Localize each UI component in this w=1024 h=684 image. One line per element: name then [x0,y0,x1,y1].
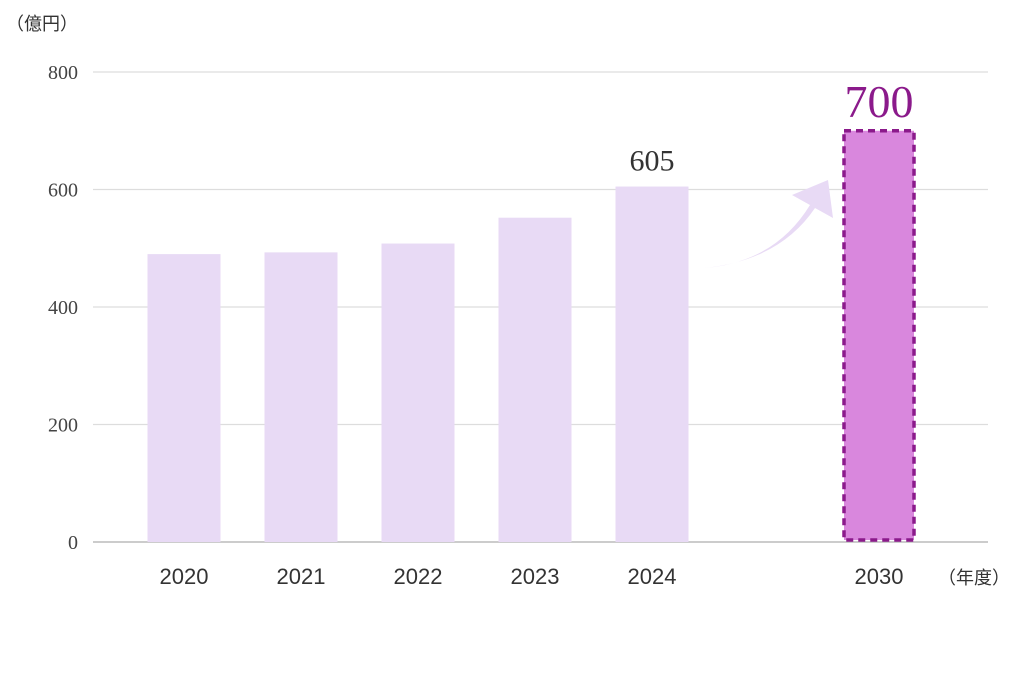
x-tick-label: 2020 [160,564,209,589]
bar [498,217,572,542]
bar [615,186,689,542]
x-axis-labels: 2020 2021 2022 2023 2024 2030 [160,564,904,589]
x-tick-label: 2021 [277,564,326,589]
y-axis-ticks: 0 200 400 600 800 [48,62,78,554]
x-axis-unit-label: （年度） [938,568,1010,589]
y-tick-label: 200 [48,415,78,437]
y-tick-label: 600 [48,180,78,202]
bars [147,129,916,543]
bar [264,252,338,543]
bar [381,243,455,543]
y-tick-label: 0 [68,532,78,554]
x-tick-label: 2023 [511,564,560,589]
growth-arrow-icon [705,180,833,268]
data-labels: 605 700 [630,76,914,178]
x-tick-label: 2022 [394,564,443,589]
data-label: 605 [630,145,675,178]
bar [147,254,221,542]
data-label-target: 700 [845,76,914,127]
x-tick-label: 2024 [628,564,677,589]
target-bar [842,129,916,542]
y-tick-label: 800 [48,62,78,84]
y-axis-unit-label: （億円） [6,14,78,35]
x-tick-label: 2030 [855,564,904,589]
y-tick-label: 400 [48,297,78,319]
